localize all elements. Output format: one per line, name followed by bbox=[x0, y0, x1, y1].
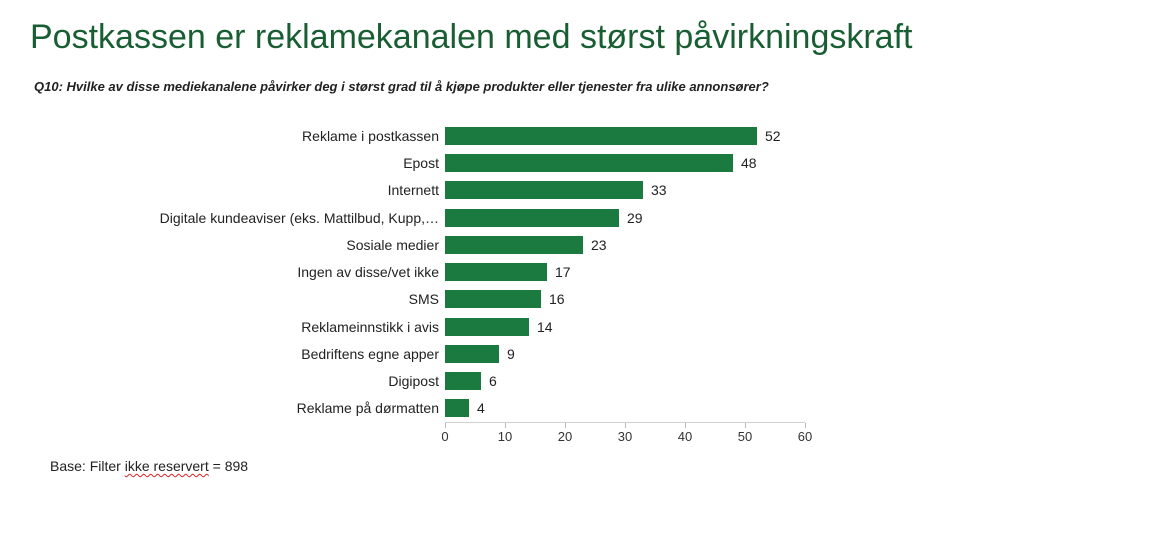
bar bbox=[445, 318, 529, 336]
axis-tick-label: 20 bbox=[558, 429, 572, 444]
base-note-suffix: = 898 bbox=[209, 458, 248, 474]
category-label: Ingen av disse/vet ikke bbox=[150, 264, 445, 280]
bar-row: Epost 48 bbox=[150, 149, 805, 176]
bar-value: 4 bbox=[469, 399, 485, 417]
x-axis: 0102030405060 bbox=[445, 422, 805, 447]
axis-tick bbox=[505, 423, 506, 428]
axis-tick-label: 60 bbox=[798, 429, 812, 444]
axis-tick bbox=[685, 423, 686, 428]
bar-row: Sosiale medier 23 bbox=[150, 231, 805, 258]
bar-value: 29 bbox=[619, 209, 643, 227]
bar-row: Internett 33 bbox=[150, 177, 805, 204]
bar-rows: Reklame i postkassen 52 Epost 48 Internett 33… bbox=[150, 122, 805, 422]
bar bbox=[445, 127, 757, 145]
category-label: Reklame på dørmatten bbox=[150, 400, 445, 416]
bar-cell: 33 bbox=[445, 181, 805, 199]
bar-cell: 52 bbox=[445, 127, 805, 145]
bar-value: 9 bbox=[499, 345, 515, 363]
bar-cell: 17 bbox=[445, 263, 805, 281]
category-label: Digitale kundeaviser (eks. Mattilbud, Ku… bbox=[150, 210, 445, 226]
bar-row: Digipost 6 bbox=[150, 367, 805, 394]
bar bbox=[445, 181, 643, 199]
bar-cell: 14 bbox=[445, 318, 805, 336]
question-subtitle: Q10: Hvilke av disse mediekanalene påvir… bbox=[34, 79, 1127, 94]
bar bbox=[445, 372, 481, 390]
axis-tick-label: 30 bbox=[618, 429, 632, 444]
bar-row: Reklameinnstikk i avis 14 bbox=[150, 313, 805, 340]
base-note-wavy: ikke reservert bbox=[125, 458, 209, 474]
bar-value: 17 bbox=[547, 263, 571, 281]
bar-cell: 23 bbox=[445, 236, 805, 254]
bar bbox=[445, 209, 619, 227]
bar-row: Digitale kundeaviser (eks. Mattilbud, Ku… bbox=[150, 204, 805, 231]
bar bbox=[445, 290, 541, 308]
category-label: SMS bbox=[150, 291, 445, 307]
bar bbox=[445, 154, 733, 172]
axis-tick bbox=[745, 423, 746, 428]
bar-cell: 48 bbox=[445, 154, 805, 172]
bar-cell: 16 bbox=[445, 290, 805, 308]
base-note: Base: Filter ikke reservert = 898 bbox=[50, 458, 1127, 474]
category-label: Bedriftens egne apper bbox=[150, 346, 445, 362]
bar-row: Reklame på dørmatten 4 bbox=[150, 395, 805, 422]
bar-value: 52 bbox=[757, 127, 781, 145]
axis-tick-label: 10 bbox=[498, 429, 512, 444]
bar-row: Bedriftens egne apper 9 bbox=[150, 340, 805, 367]
bar-value: 14 bbox=[529, 318, 553, 336]
bar bbox=[445, 399, 469, 417]
bar-cell: 9 bbox=[445, 345, 805, 363]
axis-tick bbox=[445, 423, 446, 428]
category-label: Internett bbox=[150, 182, 445, 198]
bar-cell: 29 bbox=[445, 209, 805, 227]
axis-tick-label: 0 bbox=[441, 429, 448, 444]
axis-tick-label: 50 bbox=[738, 429, 752, 444]
bar bbox=[445, 345, 499, 363]
bar-value: 33 bbox=[643, 181, 667, 199]
category-label: Reklame i postkassen bbox=[150, 128, 445, 144]
category-label: Digipost bbox=[150, 373, 445, 389]
bar-value: 23 bbox=[583, 236, 607, 254]
axis-tick-label: 40 bbox=[678, 429, 692, 444]
bar-cell: 6 bbox=[445, 372, 805, 390]
category-label: Reklameinnstikk i avis bbox=[150, 319, 445, 335]
bar-row: Ingen av disse/vet ikke 17 bbox=[150, 258, 805, 285]
bar-chart: Reklame i postkassen 52 Epost 48 Internett 33… bbox=[150, 122, 830, 452]
slide: Postkassen er reklamekanalen med størst … bbox=[0, 0, 1157, 484]
page-title: Postkassen er reklamekanalen med størst … bbox=[30, 18, 1127, 57]
bar-value: 48 bbox=[733, 154, 757, 172]
category-label: Sosiale medier bbox=[150, 237, 445, 253]
category-label: Epost bbox=[150, 155, 445, 171]
bar bbox=[445, 263, 547, 281]
bar-row: SMS 16 bbox=[150, 286, 805, 313]
bar-row: Reklame i postkassen 52 bbox=[150, 122, 805, 149]
bar-cell: 4 bbox=[445, 399, 805, 417]
base-note-prefix: Base: Filter bbox=[50, 458, 125, 474]
bar-value: 6 bbox=[481, 372, 497, 390]
axis-tick bbox=[625, 423, 626, 428]
bar bbox=[445, 236, 583, 254]
axis-tick bbox=[565, 423, 566, 428]
bar-value: 16 bbox=[541, 290, 565, 308]
axis-tick bbox=[805, 423, 806, 428]
